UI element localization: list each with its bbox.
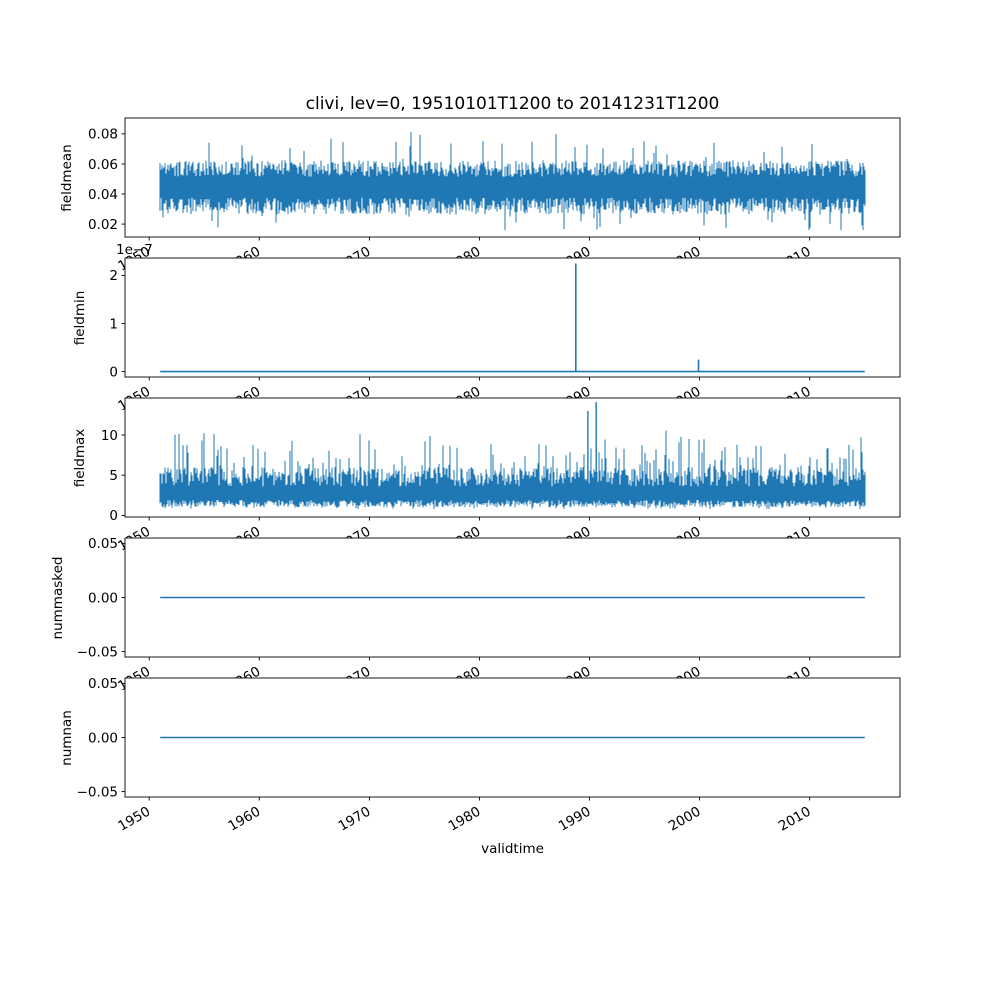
xtick-label: 1960 [226, 804, 264, 835]
ytick-label: 0.02 [88, 217, 118, 233]
ytick-label: 0.08 [88, 127, 118, 143]
xlabel-validtime: validtime [481, 841, 544, 857]
subplot-fieldmax: 05101950196019701980199020002010 [101, 397, 901, 555]
subplot-nummasked: −0.050.000.05195019601970198019902000201… [77, 536, 901, 695]
series-fieldmin [160, 263, 865, 373]
xtick-label: 2000 [666, 804, 704, 835]
figure-title: clivi, lev=0, 19510101T1200 to 20141231T… [305, 94, 720, 114]
offset-text-1e-7: 1e−7 [116, 242, 153, 258]
ytick-label: 0.00 [88, 730, 118, 746]
subplot-fieldmin: 0121950196019701980199020002010 [109, 257, 901, 415]
ytick-label: 10 [101, 428, 118, 444]
series-fieldmax [159, 402, 866, 509]
xtick-label: 1950 [115, 804, 153, 835]
series-fieldmean [159, 132, 866, 231]
ytick-label: 5 [109, 468, 118, 484]
subplot-fieldmean: 0.020.040.060.08195019601970198019902000… [88, 117, 901, 275]
xtick-label: 2010 [776, 804, 814, 835]
ytick-label: 0 [109, 364, 118, 380]
ytick-label: 1 [109, 316, 118, 332]
ytick-label: 0 [109, 508, 118, 524]
ytick-label: 2 [109, 268, 118, 284]
ytick-label: 0.06 [88, 157, 118, 173]
ytick-label: −0.05 [77, 644, 118, 660]
subplot-numnan: −0.05 0.00 0.05 1950 1960 1970 1980 1990 2000 201… [77, 676, 901, 835]
ytick-label: 0.04 [88, 187, 118, 203]
ytick-label: 0.05 [88, 676, 118, 692]
ytick-label: −0.05 [77, 784, 118, 800]
xtick-label: 1970 [336, 804, 374, 835]
xtick-label: 1990 [556, 804, 594, 835]
xtick-label: 1980 [446, 804, 484, 835]
ytick-label: 0.05 [88, 536, 118, 552]
ytick-label: 0.00 [88, 590, 118, 606]
